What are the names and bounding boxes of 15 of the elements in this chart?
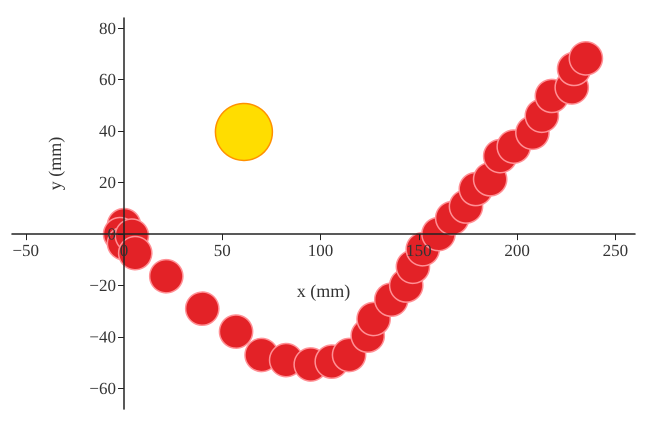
- y-tick-label: −60: [89, 378, 116, 398]
- x-tick-label: 200: [504, 241, 530, 260]
- y-tick-label: 80: [99, 18, 116, 38]
- x-axis-title: x (mm): [296, 281, 350, 302]
- y-tick-label: −40: [89, 327, 116, 346]
- y-tick-label: 60: [99, 70, 116, 90]
- x-tick-label: −50: [12, 241, 40, 260]
- x-tick-label: 50: [214, 241, 231, 260]
- x-tick-label: 250: [602, 241, 628, 260]
- y-tick-label: −20: [89, 276, 116, 296]
- y-axis-title: y (mm): [45, 136, 66, 190]
- y-tick-label: 40: [99, 122, 116, 141]
- x-tick-label: 100: [308, 241, 334, 260]
- x-tick-label: 150: [406, 241, 432, 260]
- y-tick-label: 20: [99, 173, 116, 192]
